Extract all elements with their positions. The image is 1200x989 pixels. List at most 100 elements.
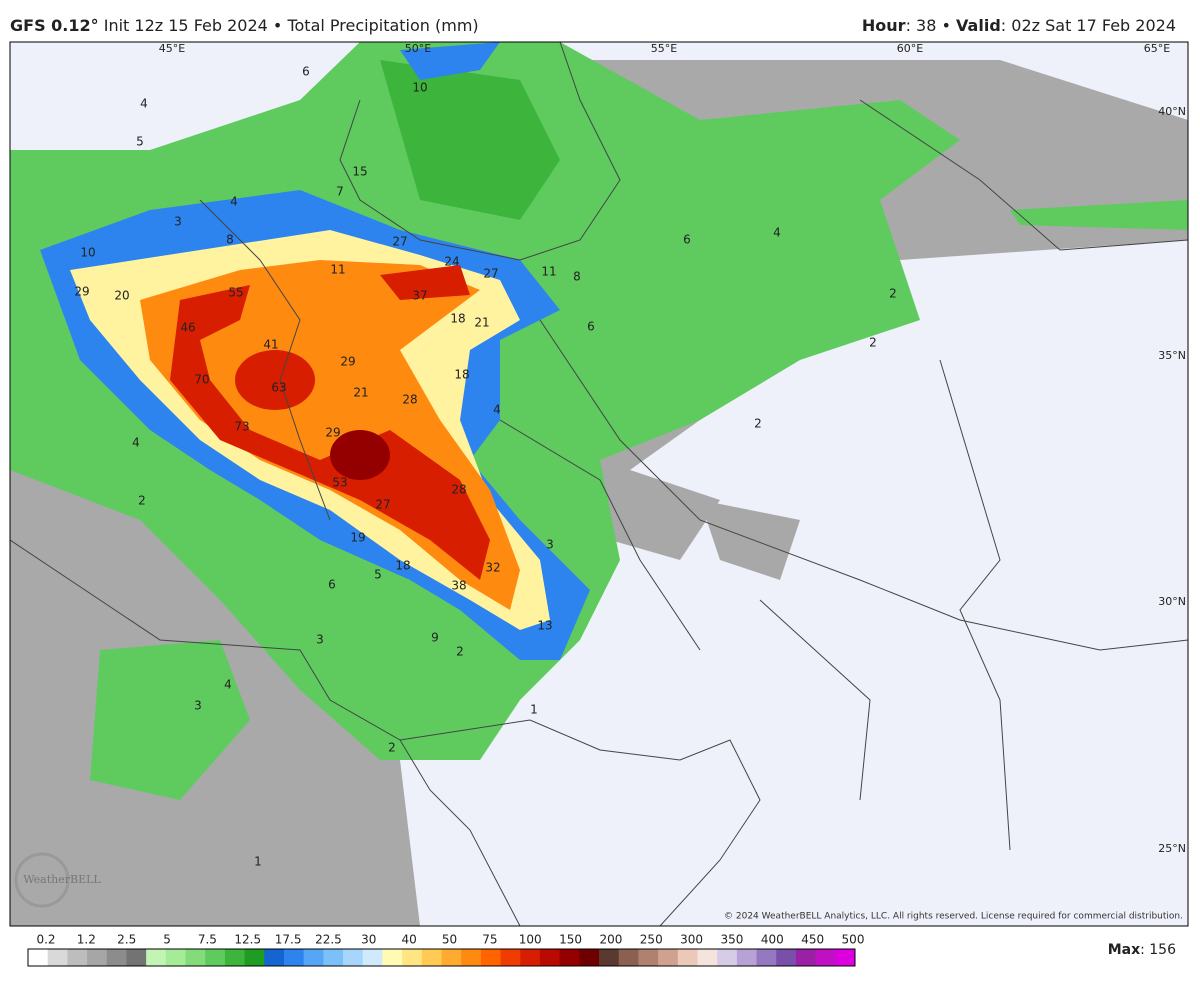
precip-label: 41	[263, 338, 278, 352]
legend-swatch	[165, 949, 187, 966]
precip-label: 3	[194, 699, 202, 713]
legend-tick: 22.5	[315, 933, 342, 947]
precip-label: 8	[226, 233, 234, 247]
precip-label: 15	[352, 165, 367, 179]
legend-tick: 150	[559, 933, 582, 947]
precip-label: 4	[493, 403, 501, 417]
legend-swatch	[67, 949, 88, 966]
legend-swatch	[717, 949, 738, 966]
precip-label: 28	[451, 483, 466, 497]
precip-label: 20	[114, 289, 129, 303]
legend-tick: 300	[680, 933, 703, 947]
max-value: : 156	[1140, 942, 1176, 958]
separator: •	[273, 16, 282, 35]
max: Max: 156	[1108, 942, 1176, 958]
legend-swatch	[283, 949, 305, 966]
precip-label: 8	[573, 270, 581, 284]
precip-label: 3	[546, 538, 554, 552]
precip-label: 2	[869, 336, 877, 350]
dark-red-precip	[330, 430, 390, 480]
legend-swatch	[323, 949, 344, 966]
precip-label: 53	[332, 476, 347, 490]
precip-label: 5	[136, 135, 144, 149]
lon-label: 50°E	[405, 42, 431, 55]
grid-labels: 45°E 50°E 55°E 60°E 65°E 40°N 35°N 30°N 25°N	[159, 42, 1186, 855]
precip-label: 10	[80, 246, 95, 260]
legend-swatch	[815, 949, 836, 966]
precip-label: 1	[530, 703, 538, 717]
precip-label: 6	[302, 65, 310, 79]
legend-frame	[27, 948, 856, 967]
separator: •	[942, 16, 951, 35]
lat-label: 35°N	[1158, 349, 1186, 362]
lon-label: 55°E	[651, 42, 677, 55]
legend-swatch	[520, 949, 541, 966]
precip-label: 63	[271, 381, 286, 395]
legend-tick: 7.5	[198, 933, 217, 947]
legend-swatch	[421, 949, 442, 966]
legend-swatch	[205, 949, 226, 966]
legend-tick: 0.2	[36, 933, 55, 947]
precip-label: 13	[537, 619, 552, 633]
init: Init 12z 15 Feb 2024	[104, 16, 268, 35]
legend-tick: 200	[599, 933, 622, 947]
legend-tick: 500	[842, 933, 865, 947]
precip-label: 5	[374, 568, 382, 582]
precip-label: 21	[353, 386, 368, 400]
legend-swatch	[835, 949, 856, 966]
precip-label: 2	[754, 417, 762, 431]
legend-swatch	[441, 949, 462, 966]
legend-swatch	[638, 949, 659, 966]
precip-label: 1	[254, 855, 262, 869]
legend-swatch	[559, 949, 580, 966]
legend-swatch	[736, 949, 758, 966]
legend-swatch	[697, 949, 718, 966]
hour: : 38	[906, 16, 937, 35]
precip-label: 11	[541, 265, 556, 279]
precip-label: 29	[74, 285, 89, 299]
precip-label: 24	[444, 255, 459, 269]
precip-label: 27	[392, 235, 407, 249]
precip-label: 2	[138, 494, 146, 508]
precip-label: 19	[350, 531, 365, 545]
legend-swatch	[618, 949, 639, 966]
precip-label: 28	[402, 393, 417, 407]
legend-tick: 40	[402, 933, 417, 947]
legend-swatch	[658, 949, 679, 966]
valid-label: Valid	[956, 16, 1001, 35]
precip-label: 27	[483, 267, 498, 281]
lon-label: 65°E	[1144, 42, 1170, 55]
legend-swatch	[539, 949, 561, 966]
legend-swatch	[677, 949, 698, 966]
model: GFS 0.12°	[10, 16, 99, 35]
legend-tick: 250	[640, 933, 663, 947]
lat-label: 40°N	[1158, 105, 1186, 118]
lat-label: 25°N	[1158, 842, 1186, 855]
legend-swatch	[402, 949, 423, 966]
borders	[10, 42, 1188, 926]
precip-label: 73	[234, 420, 249, 434]
legend-tick: 1.2	[77, 933, 96, 947]
precip-label: 18	[454, 368, 469, 382]
precip-label: 4	[132, 436, 140, 450]
copyright: © 2024 WeatherBELL Analytics, LLC. All r…	[724, 912, 1183, 922]
red-precip	[170, 265, 490, 580]
precip-label: 4	[224, 678, 232, 692]
precip-label: 18	[450, 312, 465, 326]
legend-tick: 100	[519, 933, 542, 947]
lon-label: 60°E	[897, 42, 923, 55]
legend-swatch	[106, 949, 127, 966]
legend-tick: 75	[482, 933, 497, 947]
precip-label: 29	[325, 426, 340, 440]
legend-tick: 5	[163, 933, 171, 947]
precip-label: 29	[340, 355, 355, 369]
precip-label: 2	[456, 645, 464, 659]
legend-swatch	[579, 949, 600, 966]
logo: WeatherBELL	[23, 873, 101, 886]
legend-swatch	[126, 949, 147, 966]
precip-label: 37	[412, 289, 427, 303]
precip-label: 27	[375, 498, 390, 512]
precip-label: 10	[412, 81, 427, 95]
